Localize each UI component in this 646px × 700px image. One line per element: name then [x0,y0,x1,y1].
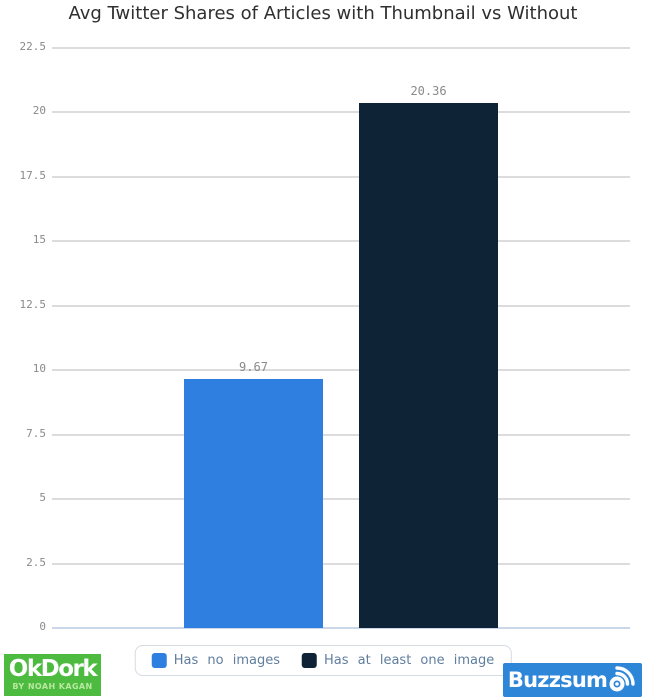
y-tick-label: 7.5 [26,426,46,440]
gridline-y-12.5 [52,304,630,307]
y-tick-label: 20 [32,104,46,118]
y-tick-label: 12.5 [19,297,47,311]
gridline-y-5 [52,498,630,501]
buzzsumo-logo-text: Buzzsum [507,668,608,692]
bar-value-label: 9.67 [239,359,268,374]
x-axis-zero-line [52,627,630,629]
legend-swatch-blue [151,653,167,668]
bar-value-label: 20.36 [410,84,447,99]
gridline-y-22.5 [52,47,630,49]
y-tick-label: 5 [39,491,46,505]
okdork-logo-tagline: BY NOAH KAGAN [12,682,93,691]
legend-label: Has no images [173,653,280,668]
gridline-y-17.5 [52,175,630,178]
y-tick-label: 15 [32,233,46,247]
legend-swatch-navy [302,653,317,668]
buzzsumo-logo: Buzzsum [503,663,642,697]
gridline-y-20 [52,111,630,114]
bar-has-at-least-one-image [359,103,498,628]
buzzsumo-broadcast-o-icon [609,665,635,691]
y-tick-label: 2.5 [26,555,46,569]
y-tick-label: 17.5 [19,168,47,182]
legend-item-has-at-least-one-image: Has at least one image [302,653,494,668]
legend-label: Has at least one image [324,653,495,668]
y-tick-label: 10 [32,362,46,376]
gridline-y-2.5 [52,562,630,565]
bar-has-no-images [184,378,323,628]
okdork-logo-name: OkDork [8,656,98,682]
gridline-y-10 [52,369,630,372]
legend-item-has-no-images: Has no images [151,653,280,668]
gridline-y-7.5 [52,433,630,436]
y-tick-label: 22.5 [19,40,47,53]
y-tick-label: 0 [39,620,46,633]
okdork-logo: OkDork BY NOAH KAGAN [4,654,101,696]
chart-title: Avg Twitter Shares of Articles with Thum… [68,3,578,24]
gridline-y-15 [52,240,630,243]
chart-legend: Has no images Has at least one image [134,645,512,676]
